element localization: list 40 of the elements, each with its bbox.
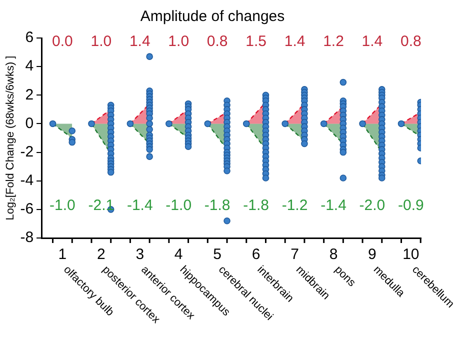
annotation: -1.4 bbox=[126, 197, 153, 214]
y-tick-label: -8 bbox=[20, 229, 34, 246]
annotation: -2.1 bbox=[88, 197, 114, 214]
x-tick-label: 2 bbox=[96, 246, 106, 264]
y-tick-label: 2 bbox=[25, 86, 34, 104]
x-tick-label: 8 bbox=[329, 246, 338, 264]
annotation: 0.8 bbox=[206, 33, 228, 50]
annotation: -1.8 bbox=[204, 197, 230, 214]
annotation: 1.0 bbox=[90, 33, 112, 50]
x-tick-label: 7 bbox=[290, 246, 299, 264]
y-tick-label: 4 bbox=[25, 58, 34, 75]
x-tick-label: 9 bbox=[368, 246, 376, 264]
annotation: 1.4 bbox=[362, 33, 383, 50]
y-tick-label: 0 bbox=[25, 114, 34, 132]
annotation: -2.0 bbox=[359, 197, 386, 214]
x-tick-label: 10 bbox=[402, 246, 420, 264]
chart-title: Amplitude of changes bbox=[140, 8, 285, 26]
x-tick-label: 1 bbox=[58, 246, 67, 264]
x-tick-label: 3 bbox=[136, 246, 144, 264]
x-tick-label: 5 bbox=[213, 246, 222, 264]
annotation: -1.4 bbox=[320, 197, 346, 214]
y-axis-title: Log₂[Fold Change (68wks/6wks) ] bbox=[4, 56, 17, 220]
annotation: -1.0 bbox=[166, 197, 192, 214]
y-tick-label: -4 bbox=[20, 172, 34, 189]
x-tick-label: 6 bbox=[252, 246, 260, 264]
annotation: 1.5 bbox=[246, 33, 266, 50]
annotation: -1.2 bbox=[282, 197, 308, 214]
annotation: -1.0 bbox=[50, 197, 76, 214]
y-tick-label: -2 bbox=[20, 143, 34, 160]
y-tick-label: 6 bbox=[25, 29, 34, 46]
x-tick-label: 4 bbox=[174, 246, 183, 264]
y-tick-label: -6 bbox=[20, 200, 34, 218]
annotation: 1.0 bbox=[168, 33, 190, 50]
annotation: -0.9 bbox=[398, 197, 424, 214]
annotation: 0.0 bbox=[52, 33, 73, 50]
annotation: 1.4 bbox=[129, 33, 150, 50]
annotation: 0.8 bbox=[400, 33, 422, 50]
annotation: 1.2 bbox=[323, 33, 344, 50]
annotation: 1.4 bbox=[284, 33, 306, 50]
annotation: -1.8 bbox=[243, 197, 269, 214]
